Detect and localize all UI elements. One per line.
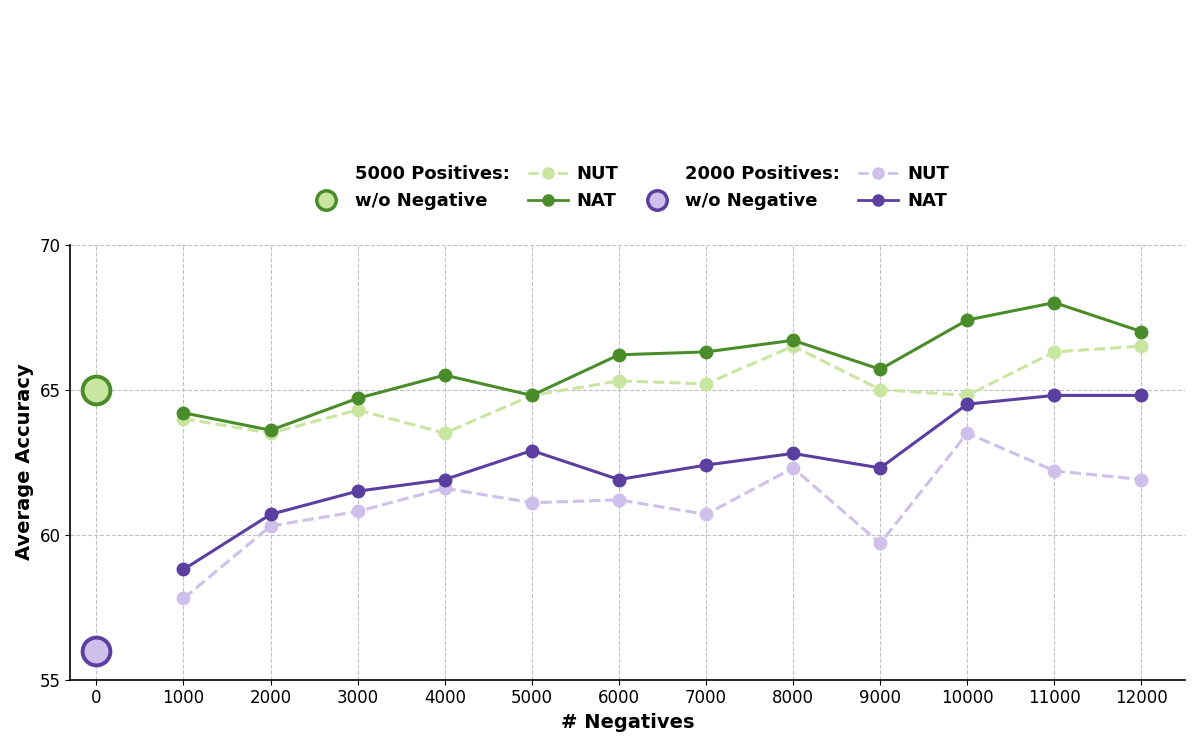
X-axis label: # Negatives: # Negatives (560, 713, 695, 732)
Legend: 5000 Positives:, w/o Negative, NUT, NAT, 2000 Positives:, w/o Negative, NUT, NAT: 5000 Positives:, w/o Negative, NUT, NAT,… (299, 158, 956, 217)
Y-axis label: Average Accuracy: Average Accuracy (14, 364, 34, 560)
